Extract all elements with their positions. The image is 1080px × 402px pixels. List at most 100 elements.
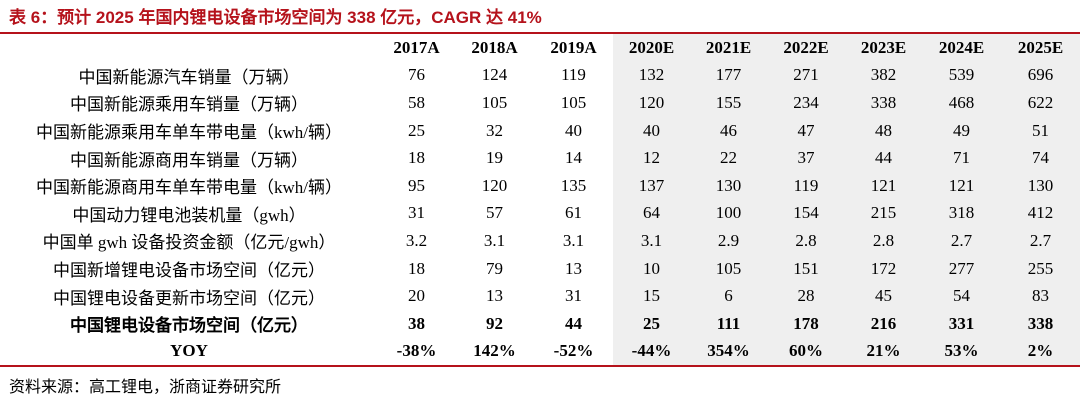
- source-note: 资料来源：高工锂电，浙商证券研究所: [9, 379, 282, 396]
- value-cell: 151: [767, 254, 845, 283]
- value-cell: 354%: [690, 337, 767, 368]
- value-cell: 382: [845, 61, 922, 90]
- table-row: YOY -38% 142% -52% -44% 354% 60% 21% 53% 2%: [0, 337, 1080, 368]
- value-cell: 2.8: [845, 227, 922, 255]
- value-cell: 22: [690, 144, 767, 172]
- value-cell: 40: [565, 120, 582, 140]
- value-cell: 2.7: [1001, 227, 1080, 255]
- value-cell: 318: [922, 199, 1001, 228]
- row-label: 中国新能源乘用车单车带电量（kwh/辆）: [36, 123, 342, 143]
- value-cell: 83: [1001, 282, 1080, 310]
- value-cell: 132: [613, 61, 690, 90]
- value-cell: 25: [408, 120, 425, 140]
- row-label: 中国锂电设备市场空间（亿元）: [70, 316, 308, 336]
- row-label: 中国新能源乘用车销量（万辆）: [70, 95, 308, 115]
- header-label-cell: [0, 34, 378, 62]
- value-cell: 28: [767, 282, 845, 310]
- header-2024e: 2024E: [922, 34, 1001, 62]
- value-cell: 2%: [1001, 337, 1080, 368]
- table-row: 中国动力锂电池装机量（gwh） 31 57 61 64 100 154 215 318 412: [0, 199, 1080, 228]
- value-cell: 13: [486, 286, 503, 306]
- value-cell: 14: [565, 148, 582, 168]
- row-label: 中国新能源商用车销量（万辆）: [70, 150, 308, 170]
- value-cell: 539: [922, 61, 1001, 90]
- value-cell: 130: [1001, 171, 1080, 200]
- value-cell: 3.2: [405, 230, 428, 250]
- value-cell: 130: [690, 171, 767, 200]
- header-2025e: 2025E: [1001, 34, 1080, 62]
- value-cell: 142%: [455, 337, 534, 368]
- value-cell: 76: [408, 65, 425, 85]
- value-cell: 21%: [845, 337, 922, 368]
- table-row: 中国新增锂电设备市场空间（亿元） 18 79 13 10 105 151 172 277 255: [0, 254, 1080, 283]
- header-2023e: 2023E: [845, 34, 922, 62]
- value-cell: 64: [613, 199, 690, 228]
- value-cell: 44: [845, 144, 922, 172]
- value-cell: 277: [922, 254, 1001, 283]
- value-cell: 2.9: [690, 227, 767, 255]
- value-cell: 468: [922, 89, 1001, 117]
- value-cell: 3.1: [613, 227, 690, 255]
- header-2019a: 2019A: [550, 37, 597, 57]
- table-row: 中国新能源商用车单车带电量（kwh/辆） 95 120 135 137 130 119 121…: [0, 171, 1080, 200]
- value-cell: 121: [922, 171, 1001, 200]
- value-cell: 271: [767, 61, 845, 90]
- value-cell: 177: [690, 61, 767, 90]
- value-cell: 178: [767, 309, 845, 338]
- value-cell: -44%: [613, 337, 690, 368]
- table-row: 中国单 gwh 设备投资金额（亿元/gwh） 3.2 3.1 3.1 3.1 2.9 2.8…: [0, 227, 1080, 255]
- value-cell: 622: [1001, 89, 1080, 117]
- value-cell: 74: [1001, 144, 1080, 172]
- value-cell: 696: [1001, 61, 1080, 90]
- value-cell: -52%: [534, 337, 613, 368]
- value-cell: 15: [613, 282, 690, 310]
- value-cell: 79: [486, 258, 503, 278]
- row-label: 中国新能源汽车销量（万辆）: [78, 67, 300, 87]
- value-cell: 61: [565, 203, 582, 223]
- value-cell: 155: [690, 89, 767, 117]
- table-row: 中国锂电设备市场空间（亿元） 38 92 44 25 111 178 216 331 338: [0, 309, 1080, 338]
- value-cell: 71: [922, 144, 1001, 172]
- value-cell: 19: [486, 148, 503, 168]
- table-row: 中国新能源汽车销量（万辆） 76 124 119 132 177 271 382 539 696: [0, 61, 1080, 90]
- value-cell: 60%: [767, 337, 845, 368]
- value-cell: 111: [690, 309, 767, 338]
- value-cell: 124: [481, 65, 508, 85]
- table-row: 中国锂电设备更新市场空间（亿元） 20 13 31 15 6 28 45 54 83: [0, 282, 1080, 310]
- value-cell: 3.1: [483, 230, 506, 250]
- value-cell: 58: [408, 92, 425, 112]
- value-cell: 105: [560, 92, 587, 112]
- value-cell: 100: [690, 199, 767, 228]
- row-label: YOY: [0, 337, 378, 368]
- header-2020e: 2020E: [613, 34, 690, 62]
- table-row: 中国新能源乘用车销量（万辆） 58 105 105 120 155 234 338 468 622: [0, 89, 1080, 117]
- value-cell: 57: [486, 203, 503, 223]
- value-cell: 40: [613, 116, 690, 145]
- value-cell: 31: [408, 203, 425, 223]
- row-label: 中国新增锂电设备市场空间（亿元）: [53, 261, 325, 281]
- value-cell: 3.1: [562, 230, 585, 250]
- value-cell: 13: [565, 258, 582, 278]
- value-cell: 331: [922, 309, 1001, 338]
- value-cell: 172: [845, 254, 922, 283]
- header-row: 2017A 2018A 2019A 2020E 2021E 2022E 2023…: [0, 34, 1080, 62]
- value-cell: 37: [767, 144, 845, 172]
- header-2021e: 2021E: [690, 34, 767, 62]
- row-label: 中国锂电设备更新市场空间（亿元）: [53, 288, 325, 308]
- value-cell: 18: [408, 148, 425, 168]
- value-cell: 54: [922, 282, 1001, 310]
- value-cell: 18: [408, 258, 425, 278]
- row-label: 中国新能源商用车单车带电量（kwh/辆）: [36, 178, 342, 198]
- value-cell: 6: [690, 282, 767, 310]
- table-row: 中国新能源乘用车单车带电量（kwh/辆） 25 32 40 40 46 47 48 49 51: [0, 116, 1080, 145]
- header-2022e: 2022E: [767, 34, 845, 62]
- value-cell: 105: [481, 92, 508, 112]
- value-cell: 20: [408, 286, 425, 306]
- value-cell: 12: [613, 144, 690, 172]
- row-label: 中国单 gwh 设备投资金额（亿元/gwh）: [42, 233, 336, 253]
- value-cell: 95: [408, 175, 425, 195]
- data-table: 2017A 2018A 2019A 2020E 2021E 2022E 2023…: [0, 34, 1080, 368]
- row-label: 中国动力锂电池装机量（gwh）: [72, 205, 306, 225]
- value-cell: 25: [613, 309, 690, 338]
- header-2018a: 2018A: [471, 37, 518, 57]
